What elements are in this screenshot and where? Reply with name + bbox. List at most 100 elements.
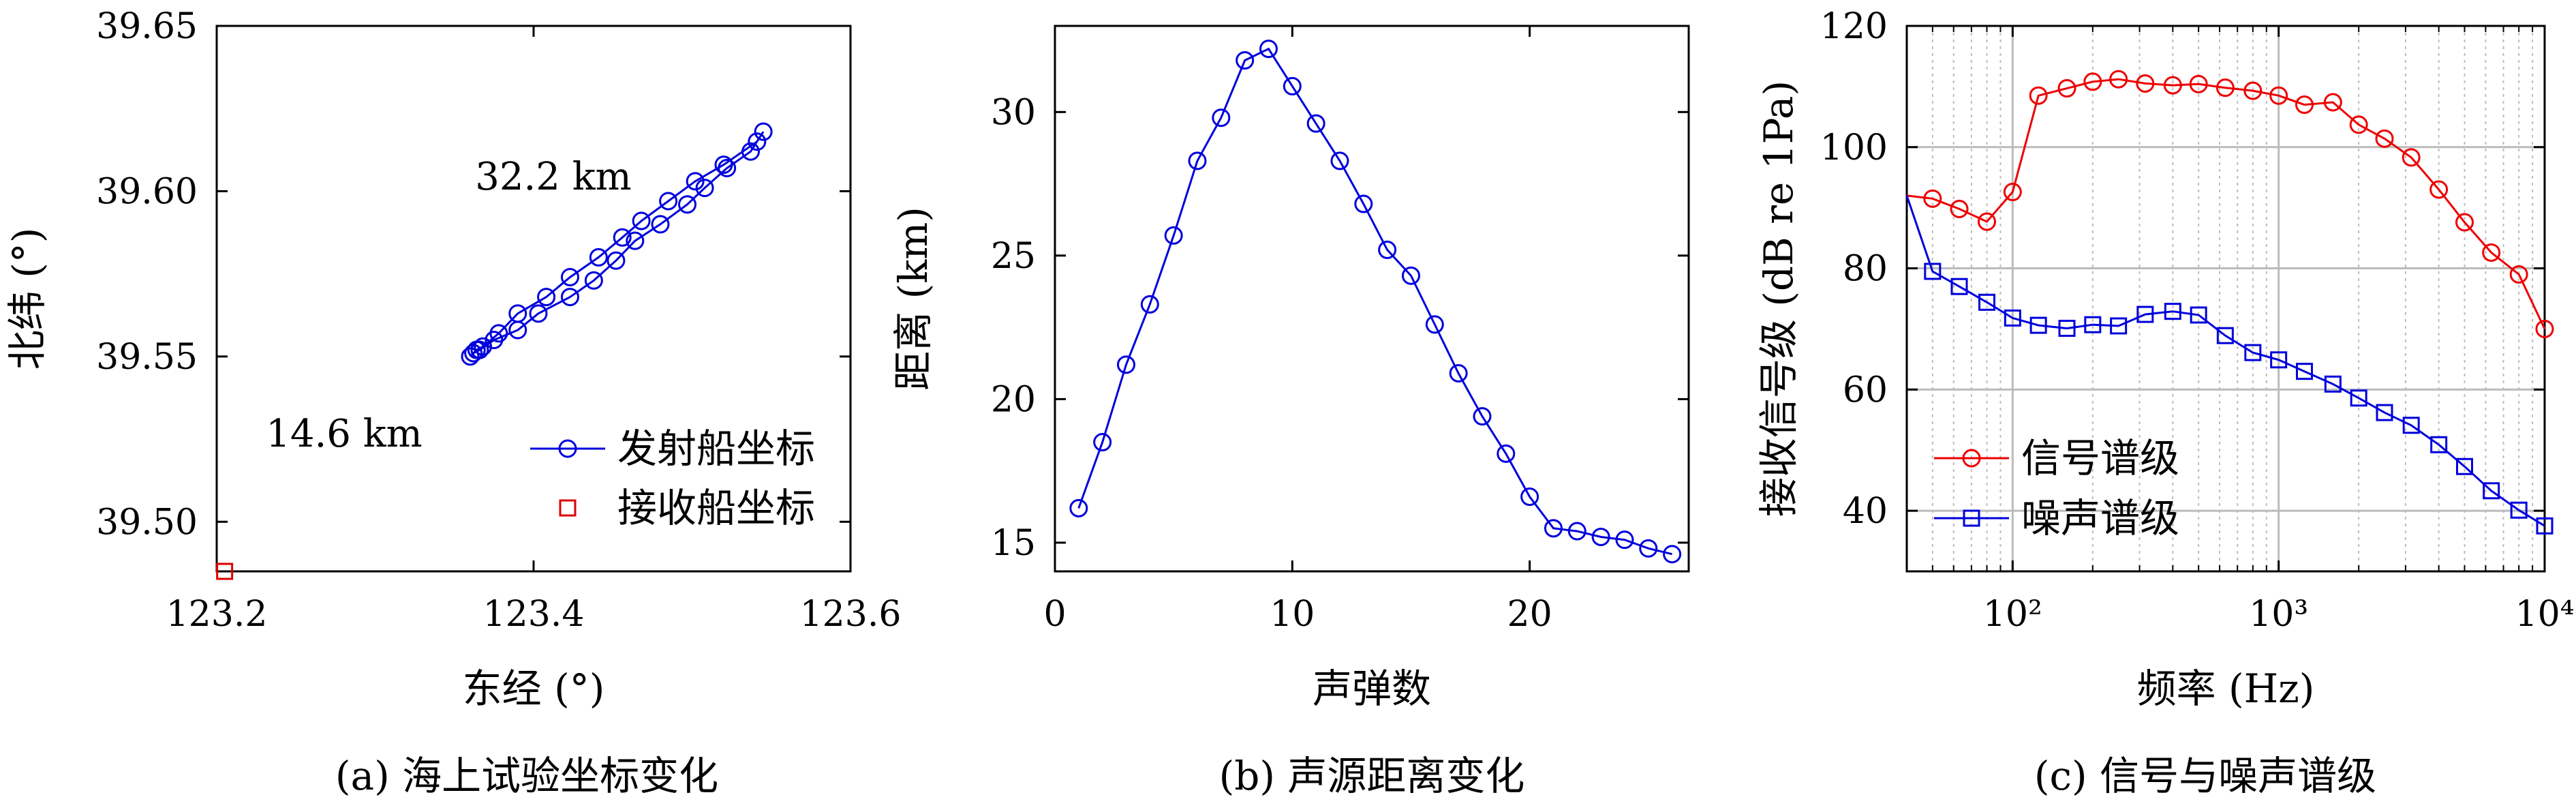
- x-tick-label: 10³: [2249, 594, 2308, 635]
- point-distance: [1615, 530, 1634, 550]
- point-distance: [1236, 51, 1255, 70]
- point-distance: [1378, 240, 1397, 259]
- legend-label-transmitter: 发射船坐标: [617, 425, 815, 472]
- y-tick-label: 25: [991, 236, 1036, 277]
- y-tick-label: 39.65: [96, 6, 198, 47]
- point-noise: [2084, 316, 2102, 333]
- point-distance: [1283, 76, 1302, 95]
- point-transmitter: [695, 179, 714, 198]
- axes-frame-c: [1905, 25, 2546, 573]
- point-distance: [1449, 363, 1468, 382]
- x-tick-label: 123.2: [166, 594, 268, 635]
- point-signal: [2189, 74, 2208, 93]
- y-tick-label: 20: [991, 379, 1036, 420]
- point-distance: [1212, 108, 1231, 127]
- point-distance: [1164, 226, 1183, 245]
- point-noise: [2455, 457, 2473, 475]
- point-noise: [2324, 375, 2342, 393]
- point-signal: [2509, 265, 2528, 284]
- point-distance: [1639, 539, 1658, 558]
- point-signal: [2535, 319, 2554, 338]
- point-transmitter: [474, 337, 493, 356]
- point-transmitter: [741, 142, 761, 161]
- point-noise: [2376, 404, 2393, 421]
- point-noise: [2110, 317, 2128, 335]
- point-signal: [2163, 76, 2182, 95]
- point-noise: [2295, 363, 2313, 380]
- point-noise: [2136, 305, 2154, 323]
- point-noise: [2402, 417, 2420, 434]
- point-transmitter: [659, 192, 678, 211]
- legend-marker-receiver: [559, 499, 577, 517]
- point-signal: [2029, 86, 2048, 105]
- point-signal: [2057, 79, 2076, 98]
- point-distance: [1567, 522, 1586, 541]
- point-transmitter: [529, 304, 548, 323]
- point-noise: [2483, 482, 2500, 500]
- point-transmitter: [464, 344, 483, 363]
- x-axis-label: 频率 (Hz): [2137, 665, 2315, 712]
- point-transmitter: [508, 304, 527, 323]
- x-axis-label: 东经 (°): [463, 665, 605, 712]
- point-signal: [2003, 183, 2022, 202]
- point-transmitter: [489, 324, 508, 343]
- point-transmitter: [686, 172, 705, 191]
- point-transmitter: [626, 231, 645, 250]
- point-signal: [2349, 115, 2368, 134]
- point-signal: [2323, 93, 2342, 112]
- y-tick-label: 30: [991, 92, 1036, 133]
- x-axis-label: 声弹数: [1313, 665, 1431, 712]
- point-distance: [1188, 151, 1207, 170]
- legend-marker-signal: [1962, 449, 1981, 468]
- point-noise: [1978, 293, 1996, 311]
- point-transmitter: [651, 215, 670, 234]
- point-signal: [1950, 199, 1969, 218]
- legend-label-receiver: 接收船坐标: [617, 485, 815, 531]
- point-signal: [2375, 129, 2394, 148]
- point-distance: [1306, 114, 1325, 133]
- series-line-noise: [1905, 195, 2545, 527]
- point-transmitter: [560, 267, 579, 286]
- point-noise: [2216, 327, 2234, 344]
- point-receiver: [216, 562, 234, 580]
- point-transmitter: [537, 288, 556, 307]
- point-noise: [2058, 320, 2076, 338]
- point-noise: [2244, 344, 2262, 361]
- point-transmitter: [613, 228, 632, 247]
- point-signal: [2215, 78, 2235, 97]
- point-distance: [1425, 315, 1444, 334]
- point-noise: [2350, 389, 2367, 407]
- point-distance: [1069, 498, 1088, 518]
- point-distance: [1544, 519, 1563, 538]
- x-tick-label: 0: [1043, 594, 1066, 635]
- series-line-signal: [1906, 78, 2546, 330]
- point-signal: [2455, 213, 2474, 232]
- y-axis-label: 距离 (km): [890, 207, 936, 391]
- point-transmitter: [589, 247, 608, 267]
- y-axis-label: 接收信号级 (dB re 1Pa): [1755, 80, 1802, 517]
- point-transmitter: [560, 288, 579, 307]
- legend-marker-transmitter: [558, 439, 577, 458]
- point-signal: [2402, 148, 2421, 167]
- legend-label-noise: 噪声谱级: [2021, 495, 2179, 541]
- point-transmitter: [632, 211, 651, 230]
- point-distance: [1259, 40, 1278, 59]
- axes-frame-b: [1054, 25, 1690, 573]
- legend-label-signal: 信号谱级: [2021, 435, 2179, 481]
- point-signal: [1978, 212, 1997, 231]
- point-signal: [2269, 86, 2288, 105]
- point-distance: [1093, 433, 1112, 452]
- point-transmitter: [678, 195, 697, 214]
- caption-c: (c) 信号与噪声谱级: [2034, 753, 2376, 799]
- point-transmitter: [461, 347, 480, 366]
- point-signal: [2295, 95, 2314, 115]
- point-distance: [1116, 355, 1135, 374]
- annotation-distance-min: 14.6 km: [266, 412, 423, 456]
- x-tick-label: 20: [1507, 594, 1552, 635]
- point-transmitter: [754, 122, 773, 141]
- point-noise: [2510, 501, 2528, 519]
- x-tick-label: 123.4: [483, 594, 585, 635]
- point-distance: [1140, 295, 1159, 314]
